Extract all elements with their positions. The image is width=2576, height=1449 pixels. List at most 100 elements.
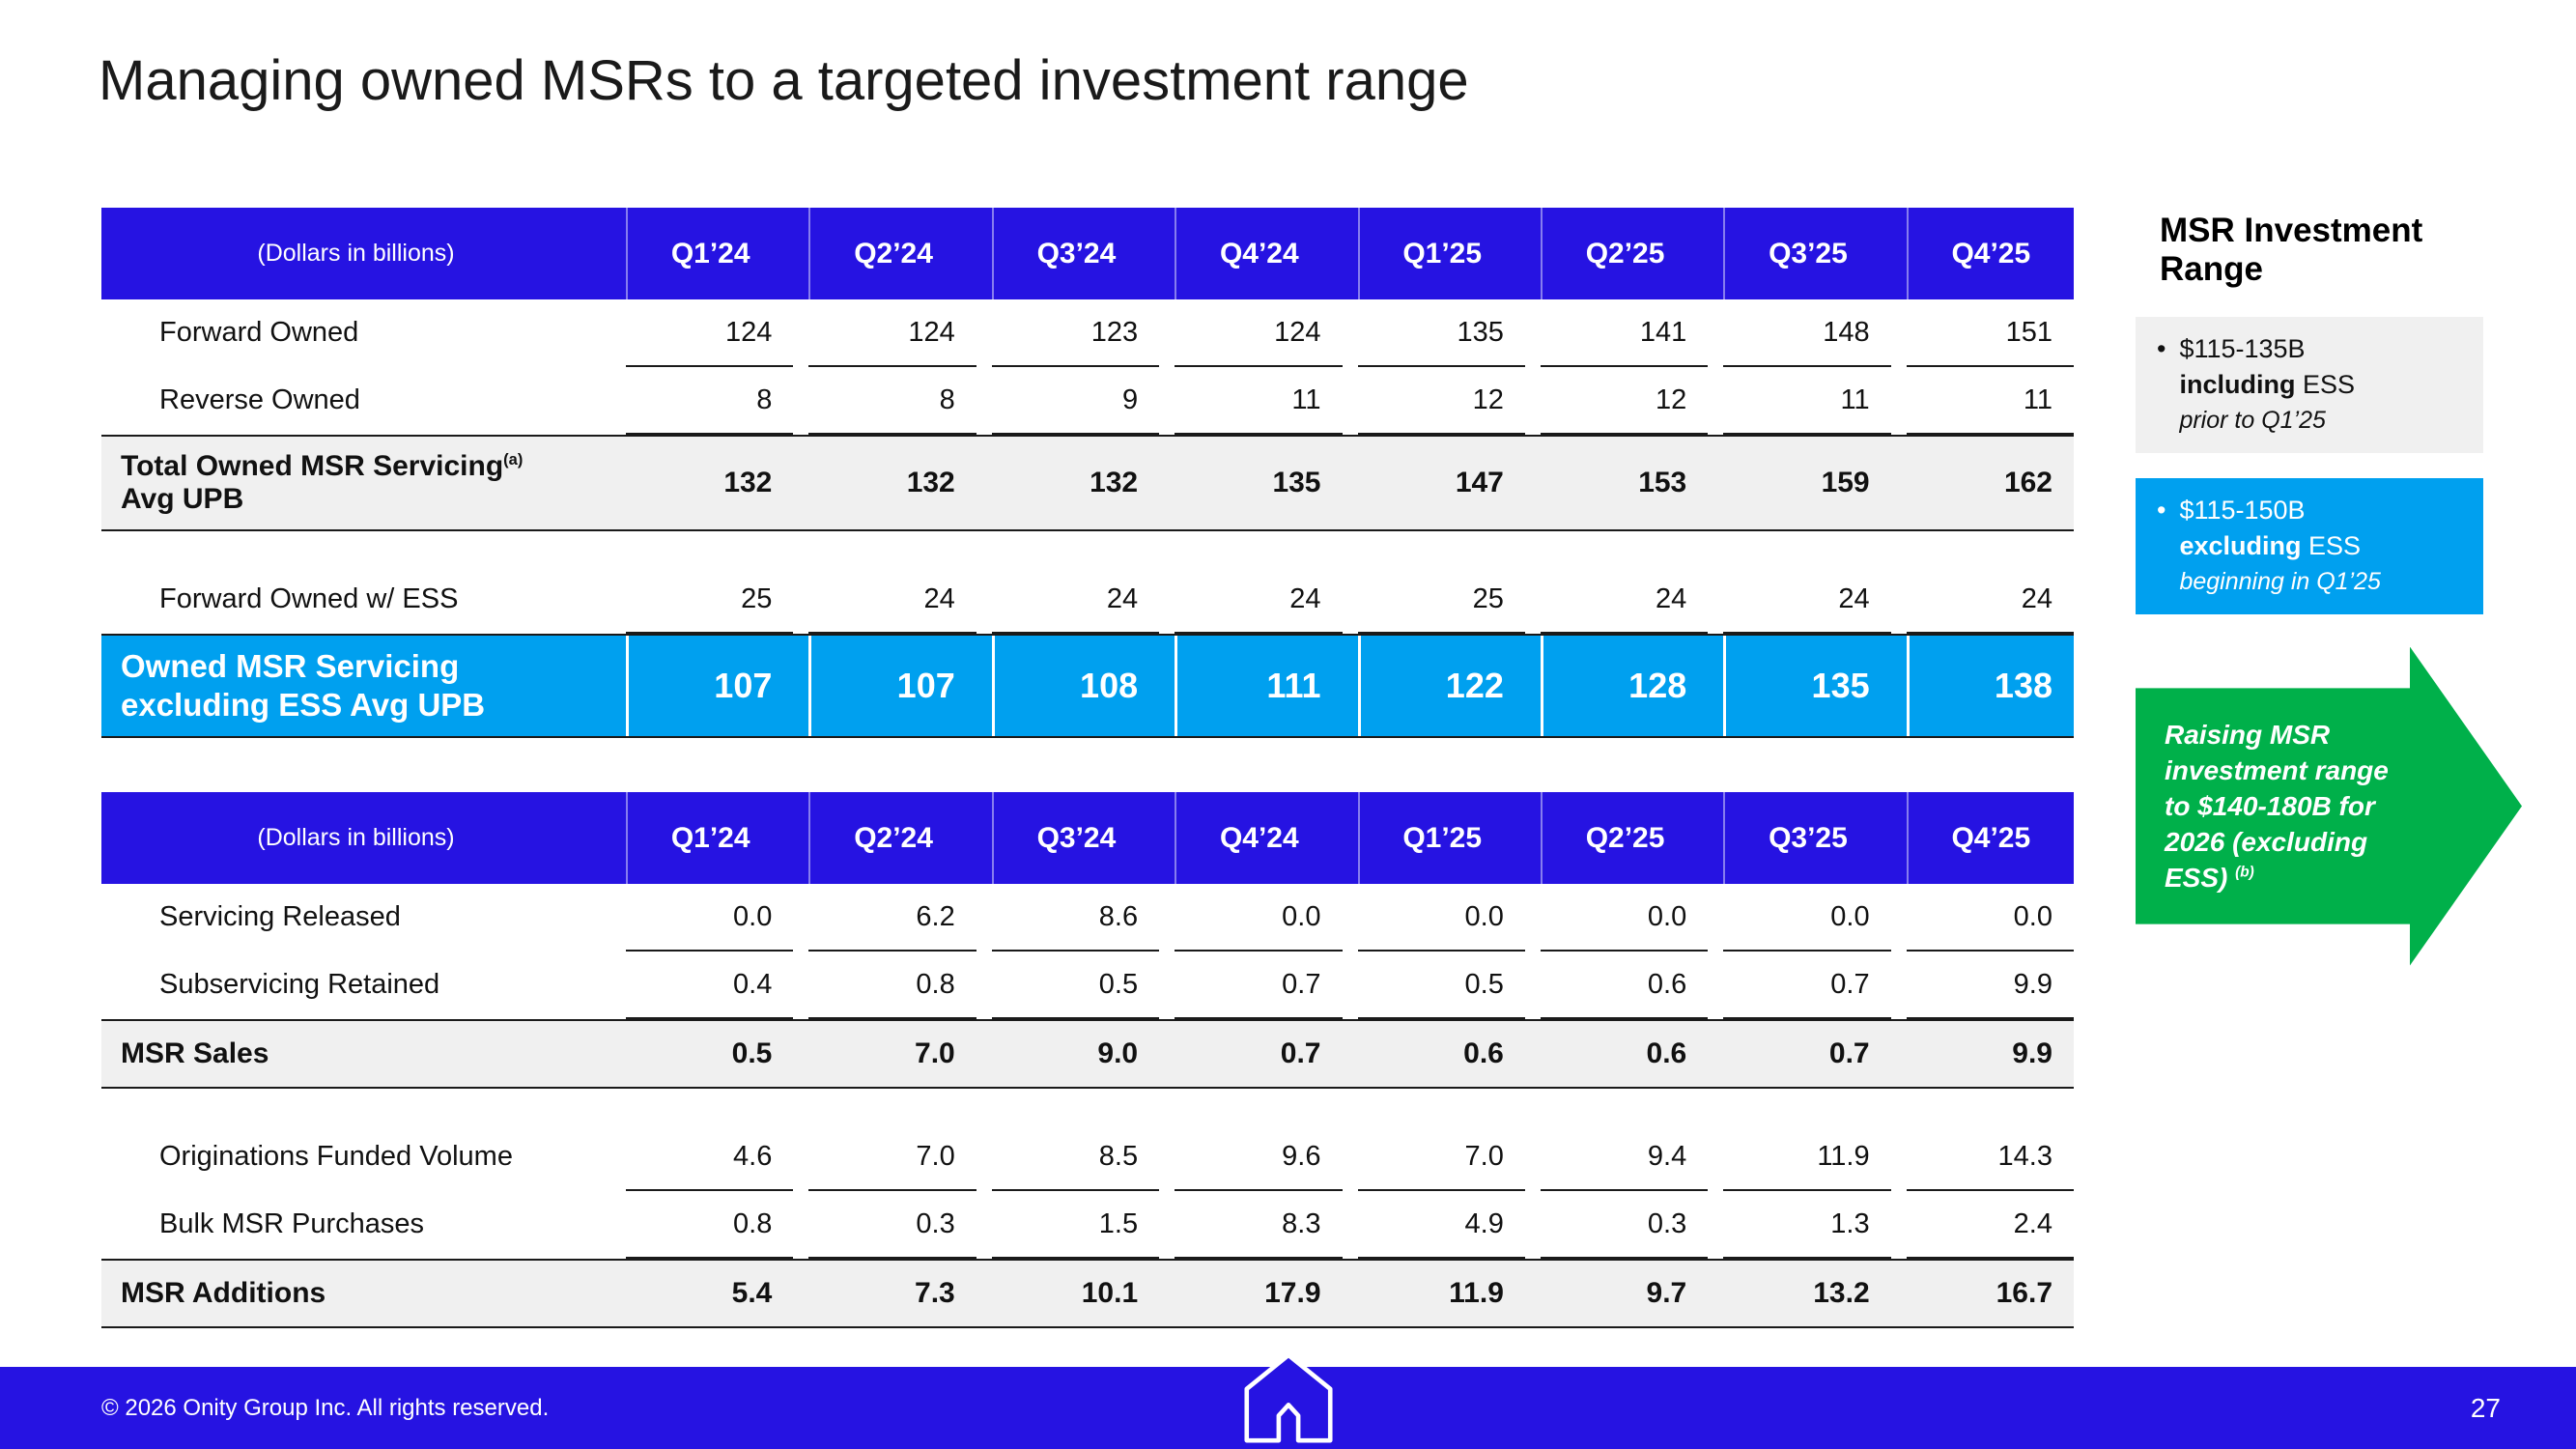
cell-value: 11.9: [1449, 1277, 1504, 1309]
bullet-text: $115-135B including ESS prior to Q1’25: [2179, 331, 2355, 439]
cell-value: 8.6: [991, 884, 1160, 952]
row-spacer: [101, 531, 2074, 566]
cell-value: 7.0: [1357, 1123, 1525, 1191]
cell-value: 11: [1175, 367, 1343, 435]
cell-value: 0.5: [1357, 952, 1525, 1019]
cell-value: 9.4: [1540, 1123, 1709, 1191]
cell-value: 141: [1540, 299, 1709, 367]
cell-value: 0.6: [1646, 1037, 1687, 1069]
column-header: Q3’25: [1723, 208, 1890, 299]
cell-value: 0.7: [1723, 952, 1891, 1019]
cell-value: 1.5: [991, 1191, 1160, 1259]
cell-value: 24: [1723, 566, 1891, 634]
cell-value: 0.8: [808, 952, 977, 1019]
cell-value: 11: [1723, 367, 1891, 435]
table-row-forward-owned: Forward Owned 124 124 123 124 135 141 148 151: [101, 299, 2074, 367]
cell-value: 0.5: [731, 1037, 773, 1069]
cell-value: 12: [1357, 367, 1525, 435]
cell-value: 4.9: [1357, 1191, 1525, 1259]
table-row-bulk-msr-purchases: Bulk MSR Purchases 0.8 0.3 1.5 8.3 4.9 0.3 1.3 2…: [101, 1191, 2074, 1259]
cell-value: 8.3: [1175, 1191, 1343, 1259]
cell-value: 147: [1455, 467, 1504, 498]
table-header-row: (Dollars in billions) Q1’24 Q2’24 Q3’24 Q4’2…: [101, 792, 2074, 884]
tables-region: (Dollars in billions) Q1’24 Q2’24 Q3’24 Q4’2…: [101, 208, 2074, 1328]
cell-value: 0.4: [626, 952, 794, 1019]
msr-upb-table: (Dollars in billions) Q1’24 Q2’24 Q3’24 Q4’2…: [101, 208, 2074, 738]
row-label: Reverse Owned: [159, 384, 360, 416]
cell-value: 132: [906, 467, 955, 498]
sidebar-title: MSR Investment Range: [2160, 212, 2423, 289]
bullet-dot: •: [2157, 495, 2166, 525]
cell-value: 11.9: [1723, 1123, 1891, 1191]
cell-value: 122: [1357, 636, 1525, 736]
cell-value: 9.7: [1646, 1277, 1687, 1309]
column-header: Q2’24: [808, 792, 976, 884]
cell-value: 153: [1638, 467, 1687, 498]
row-label: MSR Additions: [121, 1276, 326, 1309]
cell-value: 12: [1540, 367, 1709, 435]
column-header: Q4’24: [1175, 208, 1342, 299]
table-row-owned-msr-servicing: Owned MSR Servicing excluding ESS Avg UPB…: [101, 634, 2074, 738]
cell-value: 7.3: [915, 1277, 955, 1309]
table-row-msr-sales: MSR Sales 0.5 7.0 9.0 0.7 0.6 0.6 0.7 9.9: [101, 1019, 2074, 1089]
cell-value: 24: [1175, 566, 1343, 634]
footer-bar: © 2026 Onity Group Inc. All rights reser…: [0, 1352, 2576, 1449]
column-header: Q4’25: [1906, 792, 2074, 884]
cell-value: 124: [808, 299, 977, 367]
column-header: Q1’25: [1357, 208, 1525, 299]
row-label: Owned MSR Servicing excluding ESS Avg UPB: [121, 648, 486, 723]
cell-value: 148: [1723, 299, 1891, 367]
column-header: Q3’24: [991, 208, 1159, 299]
cell-value: 107: [808, 636, 976, 736]
cell-value: 132: [723, 467, 773, 498]
row-label: Servicing Released: [159, 901, 401, 933]
column-header: Q1’24: [626, 792, 793, 884]
cell-value: 0.7: [1280, 1037, 1321, 1069]
table-row-msr-additions: MSR Additions 5.4 7.3 10.1 17.9 11.9 9.7 13.2 16…: [101, 1259, 2074, 1328]
cell-value: 9.0: [1097, 1037, 1139, 1069]
cell-value: 7.0: [915, 1037, 955, 1069]
cell-value: 24: [1906, 566, 2074, 634]
cell-value: 108: [991, 636, 1159, 736]
investment-range-bullet-prior: • $115-135B including ESS prior to Q1’25: [2136, 316, 2483, 453]
table-row-originations-funded-volume: Originations Funded Volume 4.6 7.0 8.5 9.6 7.…: [101, 1123, 2074, 1191]
range-period: prior to Q1’25: [2179, 406, 2326, 434]
cell-value: 0.0: [626, 884, 794, 952]
table-row-forward-owned-w-ess: Forward Owned w/ ESS 25 24 24 24 25 24 24 24: [101, 566, 2074, 634]
cell-value: 151: [1906, 299, 2074, 367]
row-label: Forward Owned w/ ESS: [159, 583, 459, 615]
cell-value: 14.3: [1906, 1123, 2074, 1191]
cell-value: 24: [1540, 566, 1709, 634]
column-header: Q2’25: [1540, 792, 1708, 884]
column-header: Q3’24: [991, 792, 1159, 884]
cell-value: 17.9: [1264, 1277, 1321, 1309]
cell-value: 0.6: [1540, 952, 1709, 1019]
cell-value: 25: [1357, 566, 1525, 634]
cell-value: 0.5: [991, 952, 1160, 1019]
cell-value: 0.0: [1357, 884, 1525, 952]
cell-value: 8.5: [991, 1123, 1160, 1191]
row-label: Total Owned MSR Servicing(a) Avg UPB: [121, 449, 524, 516]
slide-title: Managing owned MSRs to a targeted invest…: [99, 49, 1469, 112]
cell-value: 5.4: [731, 1277, 773, 1309]
cell-value: 124: [1175, 299, 1343, 367]
bullet-dot: •: [2157, 333, 2166, 363]
cell-value: 162: [2003, 467, 2052, 498]
cell-value: 2.4: [1906, 1191, 2074, 1259]
table-row-reverse-owned: Reverse Owned 8 8 9 11 12 12 11 11: [101, 367, 2074, 435]
column-header: Q4’25: [1906, 208, 2074, 299]
onity-house-logo-icon: [1243, 1351, 1333, 1444]
cell-value: 135: [1272, 467, 1321, 498]
cell-value: 0.7: [1828, 1037, 1870, 1069]
range-period: beginning in Q1’25: [2179, 567, 2381, 595]
copyright-text: © 2026 Onity Group Inc. All rights reser…: [101, 1394, 550, 1421]
column-header: Q2’24: [808, 208, 976, 299]
cell-value: 123: [991, 299, 1160, 367]
column-header: Q2’25: [1540, 208, 1708, 299]
cell-value: 159: [1821, 467, 1870, 498]
bullet-text: $115-150B excluding ESS beginning in Q1’…: [2179, 493, 2381, 600]
table-units-label: (Dollars in billions): [257, 240, 455, 268]
cell-value: 8: [626, 367, 794, 435]
cell-value: 0.0: [1723, 884, 1891, 952]
